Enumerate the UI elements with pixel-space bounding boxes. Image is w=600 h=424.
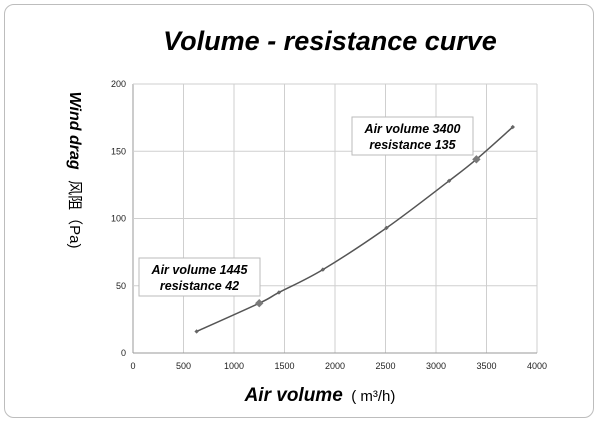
highlight-point bbox=[255, 299, 264, 308]
annotation-box-bg bbox=[138, 257, 261, 297]
series-line bbox=[196, 126, 514, 333]
series-layer bbox=[194, 124, 515, 334]
x-tick-label: 500 bbox=[176, 361, 191, 371]
chart-title: Volume - resistance curve bbox=[163, 26, 497, 56]
data-point bbox=[446, 178, 452, 184]
x-tick-label: 1000 bbox=[224, 361, 244, 371]
y-tick-label: 50 bbox=[116, 281, 126, 291]
data-point bbox=[276, 290, 282, 295]
highlight-point bbox=[472, 155, 481, 164]
annotation-box-bg bbox=[351, 116, 474, 156]
x-tick-label: 3500 bbox=[476, 361, 496, 371]
x-axis-label: Air volume ( m³/h) bbox=[244, 385, 396, 406]
x-tick-label: 0 bbox=[130, 361, 135, 371]
annotation-box: Air volume 3400 resistance 135 bbox=[351, 116, 474, 156]
y-tick-label: 200 bbox=[111, 79, 126, 89]
y-axis-unit: 风阻（Pa) bbox=[66, 180, 83, 248]
y-tick-label: 100 bbox=[111, 214, 126, 224]
grid-layer bbox=[132, 83, 538, 354]
data-point bbox=[194, 329, 199, 334]
annotation-line2: resistance 135 bbox=[369, 138, 456, 152]
annotation-line1: Air volume 1445 bbox=[151, 263, 249, 277]
annotation-layer: Air volume 1445 resistance 42 Air volume 3… bbox=[138, 116, 481, 308]
x-tick-label: 3000 bbox=[426, 361, 446, 371]
annotation-box: Air volume 1445 resistance 42 bbox=[138, 257, 261, 297]
data-point bbox=[510, 124, 515, 130]
x-axis-label-text: Air volume bbox=[244, 385, 344, 406]
x-tick-label: 2500 bbox=[375, 361, 395, 371]
y-axis-label: Wind drag 风阻（Pa) bbox=[66, 92, 83, 249]
y-axis-label-text: Wind drag bbox=[66, 92, 83, 170]
x-tick-label: 2000 bbox=[325, 361, 345, 371]
tick-layer: 0 500 1000 1500 2000 2500 3000 3500 4000 0 50 100 15… bbox=[111, 79, 547, 371]
annotation-line2: resistance 42 bbox=[160, 279, 239, 293]
x-axis-unit: ( m³/h) bbox=[351, 388, 395, 405]
y-tick-label: 0 bbox=[121, 348, 126, 358]
chart-frame bbox=[4, 4, 594, 418]
x-tick-label: 1500 bbox=[274, 361, 294, 371]
annotation-line1: Air volume 3400 bbox=[364, 122, 461, 136]
x-tick-label: 4000 bbox=[527, 361, 547, 371]
data-point bbox=[384, 225, 389, 231]
data-point bbox=[320, 267, 326, 272]
y-tick-label: 150 bbox=[111, 146, 126, 156]
